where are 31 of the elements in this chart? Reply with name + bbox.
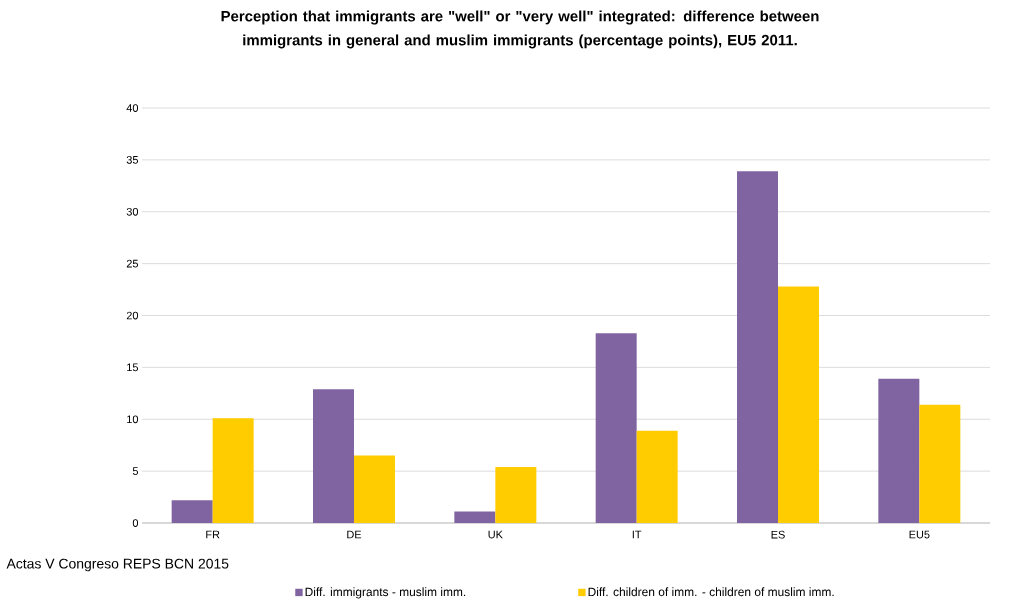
y-tick-label: 25: [126, 259, 139, 268]
y-tick-label: 5: [132, 467, 139, 475]
bar: [878, 378, 920, 523]
chart-title: Perception that immigrants are "well" or "very well" integrated: difference between immigrants in general and muslim immigrants (percentage points), EU5 2011.: [221, 10, 819, 49]
y-tick-label: 40: [126, 104, 139, 112]
bar: [778, 286, 820, 523]
x-tick-label: UK: [488, 530, 503, 539]
x-tick-label: FR: [206, 530, 220, 539]
bar: [212, 418, 254, 523]
legend-label: Diff. children of imm. - children of muslim imm.: [588, 587, 834, 597]
bar: [636, 430, 678, 523]
x-tick-label: EU5: [909, 530, 930, 539]
x-tick-label: IT: [632, 530, 642, 539]
text: Actas V Congreso REPS BCN 2015: [6, 558, 229, 572]
bar: [313, 389, 354, 523]
bar: [919, 404, 961, 523]
bar: [495, 466, 537, 523]
bar: [454, 511, 496, 523]
y-tick-label: 0: [132, 519, 139, 527]
y-tick-label: 30: [126, 207, 139, 216]
legend-label: Diff. immigrants - muslim imm.: [305, 587, 466, 599]
y-tick-label: 35: [126, 156, 139, 164]
bar: [354, 455, 395, 523]
y-tick-label: 10: [127, 415, 139, 424]
y-tick-label: 15: [127, 363, 139, 372]
bar: [595, 333, 637, 523]
x-tick-label: DE: [347, 530, 362, 539]
bar: [171, 500, 213, 523]
x-tick-label: ES: [771, 530, 785, 539]
bar: [737, 171, 779, 523]
y-tick-label: 20: [126, 311, 139, 320]
